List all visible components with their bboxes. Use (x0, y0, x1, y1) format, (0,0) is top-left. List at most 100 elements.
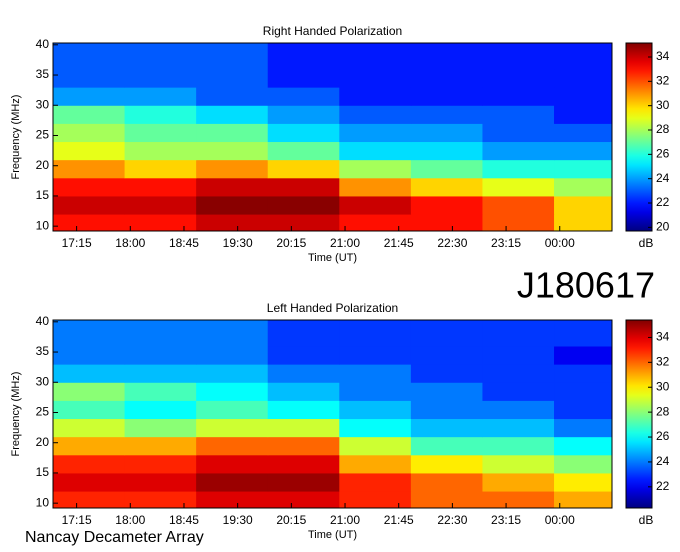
colorbar-tick-label: 20 (656, 220, 670, 234)
heatmap-cell (410, 364, 483, 383)
heatmap-cell (482, 364, 555, 383)
heatmap-cell (339, 364, 412, 383)
heatmap-cell (267, 214, 340, 232)
colorbar-tick-label: 24 (656, 171, 670, 185)
heatmap-cell (410, 177, 483, 197)
heatmap-cell (196, 105, 269, 124)
heatmap-cell (124, 105, 197, 124)
heatmap-cell (267, 105, 340, 124)
heatmap-cell (267, 400, 340, 420)
heatmap-cell (339, 159, 412, 179)
heatmap-cell (196, 195, 269, 215)
colorbar-tick-label: 32 (656, 355, 670, 369)
heatmap-cell (339, 472, 412, 492)
heatmap-cell (339, 214, 412, 232)
heatmap-cell (124, 159, 197, 179)
chart-title: Right Handed Polarization (263, 24, 402, 38)
heatmap-cell (267, 364, 340, 383)
y-axis-label: Frequency (MHz) (10, 95, 22, 180)
heatmap-cell (554, 400, 613, 420)
heatmap-cell (482, 123, 555, 143)
heatmap-cell (124, 195, 197, 215)
heatmap-cell (410, 345, 483, 365)
x-tick-label: 23:15 (491, 236, 521, 250)
heatmap-cell (554, 43, 613, 70)
observation-id: J180617 (517, 265, 655, 306)
heatmap-cell (410, 87, 483, 106)
heatmap-cell (53, 400, 126, 420)
heatmap-cell (196, 320, 269, 347)
colorbar-tick-label: 28 (656, 122, 670, 136)
heatmap-cell (267, 43, 340, 70)
heatmap-cell (267, 320, 340, 347)
heatmap-cell (482, 214, 555, 232)
heatmap-cell (554, 123, 613, 143)
heatmap-cell (124, 68, 197, 88)
heatmap-cell (53, 159, 126, 179)
heatmap-cell (124, 364, 197, 383)
heatmap-cell (53, 320, 126, 347)
y-tick-label: 10 (36, 495, 50, 509)
heatmap-cell (554, 214, 613, 232)
x-tick-label: 00:00 (545, 513, 575, 527)
plot-frame (52, 319, 613, 509)
heatmap-cell (124, 472, 197, 492)
heatmap-cell (554, 159, 613, 179)
heatmap-cell (53, 418, 126, 438)
heatmap-cell (53, 436, 126, 456)
instrument-label: Nancay Decameter Array (25, 529, 204, 546)
heatmap-cell (482, 141, 555, 161)
heatmap-cell (482, 491, 555, 509)
heatmap-cell (267, 195, 340, 215)
heatmap-cell (482, 159, 555, 179)
heatmap-cell (196, 454, 269, 474)
heatmap-cell (267, 68, 340, 88)
y-tick-label: 25 (36, 405, 50, 419)
heatmap-cell (482, 418, 555, 438)
heatmap-cell (554, 141, 613, 161)
y-tick-label: 10 (36, 218, 50, 232)
heatmap-cell (482, 105, 555, 124)
heatmap-cell (554, 68, 613, 88)
heatmap-cell (339, 400, 412, 420)
colorbar-tick-label: 34 (656, 330, 670, 344)
colorbar-tick-label: 22 (656, 479, 670, 493)
plot-frame (52, 42, 613, 232)
heatmap-cell (410, 123, 483, 143)
heatmap-cell (196, 214, 269, 232)
heatmap-cell (339, 43, 412, 70)
heatmap-cell (124, 418, 197, 438)
heatmap-cell (554, 320, 613, 347)
heatmap-cell (196, 491, 269, 509)
y-tick-label: 40 (36, 314, 50, 328)
x-tick-label: 20:15 (276, 513, 306, 527)
y-tick-label: 30 (36, 97, 50, 111)
colorbar-tick-label: 30 (656, 98, 670, 112)
heatmap-cell (339, 382, 412, 401)
colorbar-tick-label: 26 (656, 429, 670, 443)
heatmap-cell (53, 491, 126, 509)
heatmap-cell (410, 454, 483, 474)
heatmap-cell (339, 87, 412, 106)
x-tick-label: 17:15 (62, 513, 92, 527)
heatmap-cell (410, 400, 483, 420)
heatmap-cell (267, 436, 340, 456)
heatmap-cell (53, 364, 126, 383)
heatmap-cell (554, 345, 613, 365)
heatmap-cell (53, 214, 126, 232)
x-tick-label: 22:30 (437, 513, 467, 527)
heatmap-cell (410, 382, 483, 401)
x-axis-label: Time (UT) (308, 529, 357, 541)
x-tick-label: 18:45 (169, 236, 199, 250)
heatmap-cell (482, 195, 555, 215)
heatmap-cell (53, 87, 126, 106)
colorbar-label: dB (639, 513, 654, 527)
heatmap-cell (196, 87, 269, 106)
heatmap-cell (482, 436, 555, 456)
heatmap-cell (53, 195, 126, 215)
x-tick-label: 21:00 (330, 513, 360, 527)
colorbar-tick-label: 34 (656, 49, 670, 63)
heatmap-cell (53, 177, 126, 197)
heatmap-cell (410, 195, 483, 215)
heatmap-cell (339, 177, 412, 197)
